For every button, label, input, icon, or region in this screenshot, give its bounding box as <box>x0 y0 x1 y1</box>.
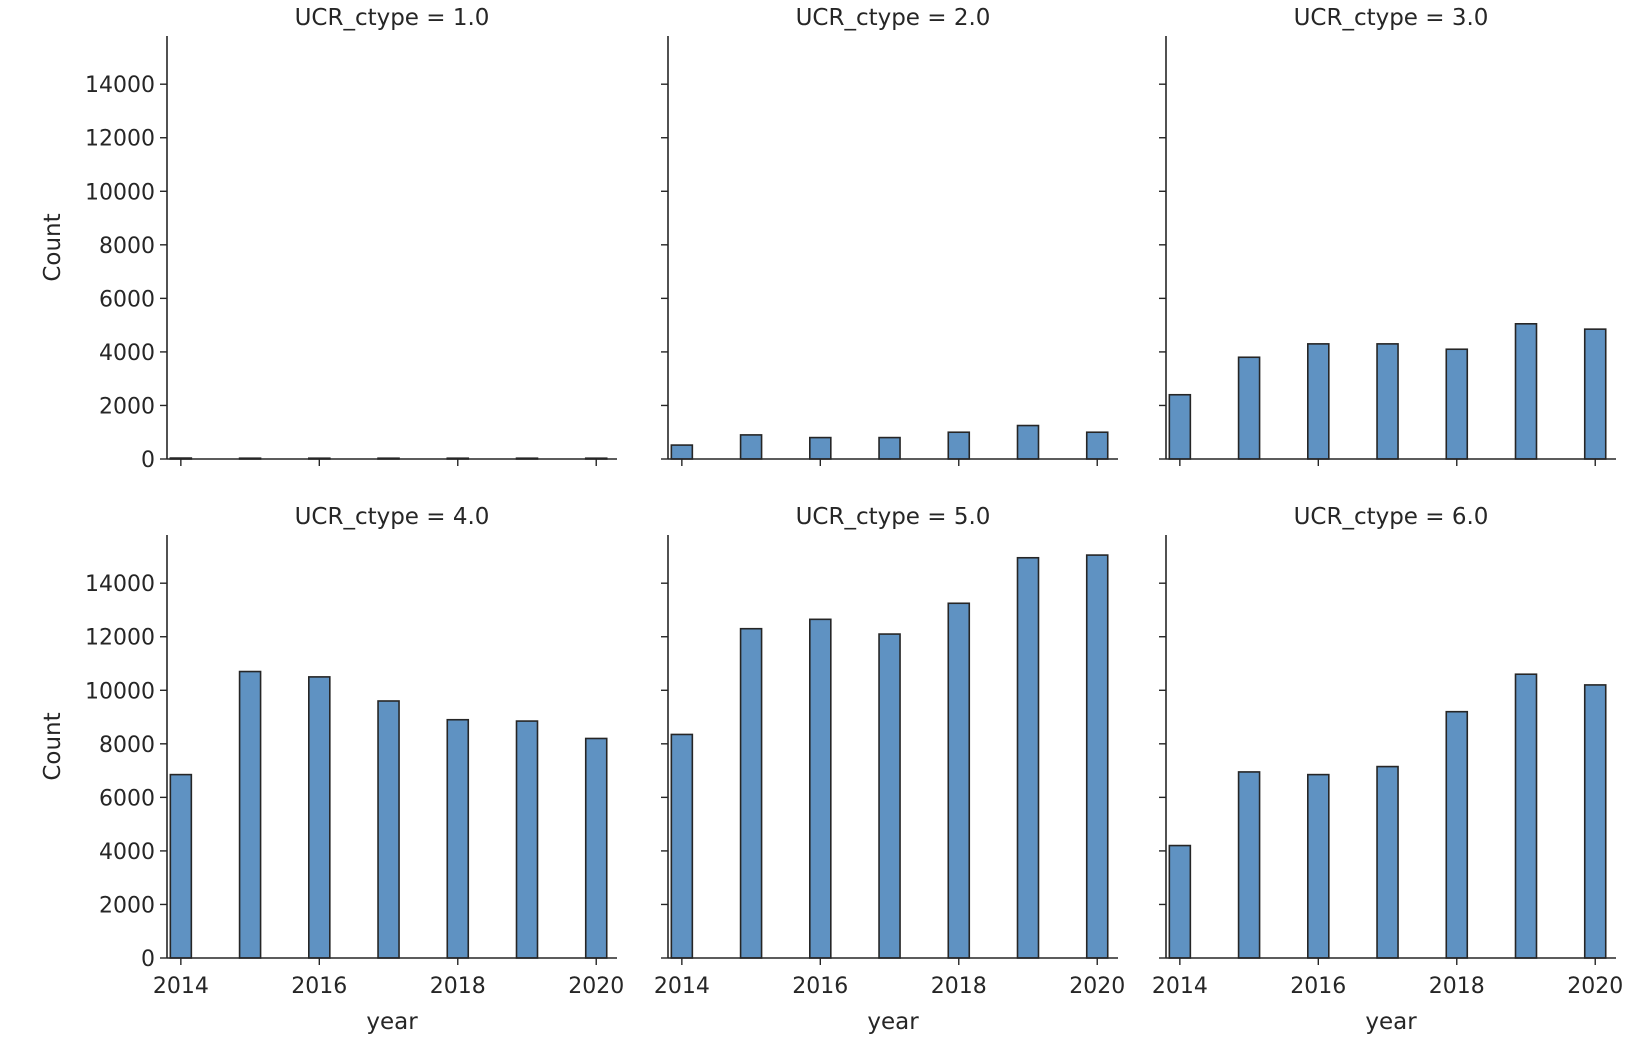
panel-title: UCR_ctype = 5.0 <box>796 504 991 530</box>
y-tick-label: 10000 <box>85 180 155 205</box>
y-tick-label: 6000 <box>99 786 155 811</box>
panel-title: UCR_ctype = 6.0 <box>1294 504 1489 530</box>
bar-2015 <box>739 434 763 460</box>
facet-panel-4: UCR_ctype = 4.0 0 2000 4000 6000 8000 10000 120… <box>40 504 624 1035</box>
facet-panel-6: UCR_ctype = 6.0 2014 2016 2018 2020 year <box>1152 504 1623 1035</box>
facet-panel-5: UCR_ctype = 5.0 2014 2016 2018 2020 year <box>654 504 1125 1035</box>
bar-2018 <box>446 718 470 959</box>
bar-2017 <box>1376 343 1399 460</box>
bar-2014 <box>169 773 193 959</box>
bar-2015 <box>739 627 763 959</box>
x-tick-label: 2020 <box>1567 974 1623 999</box>
x-tick-label: 2020 <box>1069 974 1125 999</box>
bar-2020 <box>584 737 608 959</box>
bar-2019 <box>1514 673 1538 959</box>
x-tick-label: 2014 <box>654 974 710 999</box>
y-tick-label: 4000 <box>99 341 155 366</box>
x-axis-label: year <box>867 1009 919 1035</box>
bar-2017 <box>878 436 901 460</box>
bar-2018 <box>947 602 971 959</box>
x-tick-label: 2020 <box>568 974 624 999</box>
x-axis-label: year <box>1365 1009 1417 1035</box>
facet-panel-1: UCR_ctype = 1.0 0 2000 4000 6000 8000 10000 120… <box>40 5 617 473</box>
y-tick-label: 14000 <box>85 73 155 98</box>
bar-2015 <box>238 670 262 959</box>
bar-2014 <box>670 444 694 460</box>
bar-2016 <box>1307 343 1330 460</box>
y-tick-label: 2000 <box>99 394 155 419</box>
x-tick-label: 2018 <box>931 974 987 999</box>
y-tick-label: 14000 <box>85 572 155 597</box>
bar-2018 <box>1445 710 1469 959</box>
x-tick-label: 2014 <box>153 974 209 999</box>
bar-2016 <box>809 436 832 460</box>
facet-panel-3: UCR_ctype = 3.0 <box>1159 5 1616 466</box>
bar-2014 <box>1168 844 1192 959</box>
y-tick-label: 6000 <box>99 287 155 312</box>
panel-title: UCR_ctype = 2.0 <box>796 5 991 31</box>
x-tick-label: 2014 <box>1152 974 1208 999</box>
bar-2019 <box>515 720 539 959</box>
y-tick-label: 12000 <box>85 127 155 152</box>
y-tick-label: 2000 <box>99 893 155 918</box>
y-tick-label: 12000 <box>85 626 155 651</box>
y-tick-label: 8000 <box>99 234 155 259</box>
bar-2018 <box>947 431 971 460</box>
x-axis-label: year <box>366 1009 418 1035</box>
y-axis-label: Count <box>40 213 66 281</box>
bar-2016 <box>308 676 331 959</box>
panel-title: UCR_ctype = 1.0 <box>295 5 490 31</box>
x-tick-label: 2018 <box>1429 974 1485 999</box>
bar-2020 <box>1085 554 1109 959</box>
bar-2014 <box>670 733 694 959</box>
bar-2019 <box>1016 556 1040 959</box>
bar-2014 <box>1168 393 1192 460</box>
x-tick-label: 2016 <box>1290 974 1346 999</box>
y-axis-label: Count <box>40 712 66 780</box>
bar-2019 <box>1514 323 1538 460</box>
facet-panel-2: UCR_ctype = 2.0 <box>661 5 1118 466</box>
bar-2020 <box>1085 431 1109 460</box>
bar-2020 <box>1583 684 1607 959</box>
bar-2015 <box>1237 356 1261 460</box>
bar-2017 <box>377 700 400 959</box>
bar-2017 <box>1376 765 1399 959</box>
y-tick-label: 4000 <box>99 840 155 865</box>
y-tick-label: 8000 <box>99 733 155 758</box>
bar-2016 <box>1307 773 1330 959</box>
bar-2016 <box>809 618 832 959</box>
panel-title: UCR_ctype = 4.0 <box>295 504 490 530</box>
bar-2018 <box>1445 348 1469 460</box>
bar-2019 <box>1016 424 1040 460</box>
bar-2020 <box>1583 328 1607 460</box>
panel-title: UCR_ctype = 3.0 <box>1294 5 1489 31</box>
y-tick-label: 0 <box>141 947 155 972</box>
y-tick-label: 10000 <box>85 679 155 704</box>
bar-2017 <box>878 633 901 959</box>
x-tick-label: 2018 <box>430 974 486 999</box>
bar-2015 <box>1237 771 1261 959</box>
x-tick-label: 2016 <box>291 974 347 999</box>
y-tick-label: 0 <box>141 448 155 473</box>
x-tick-label: 2016 <box>792 974 848 999</box>
